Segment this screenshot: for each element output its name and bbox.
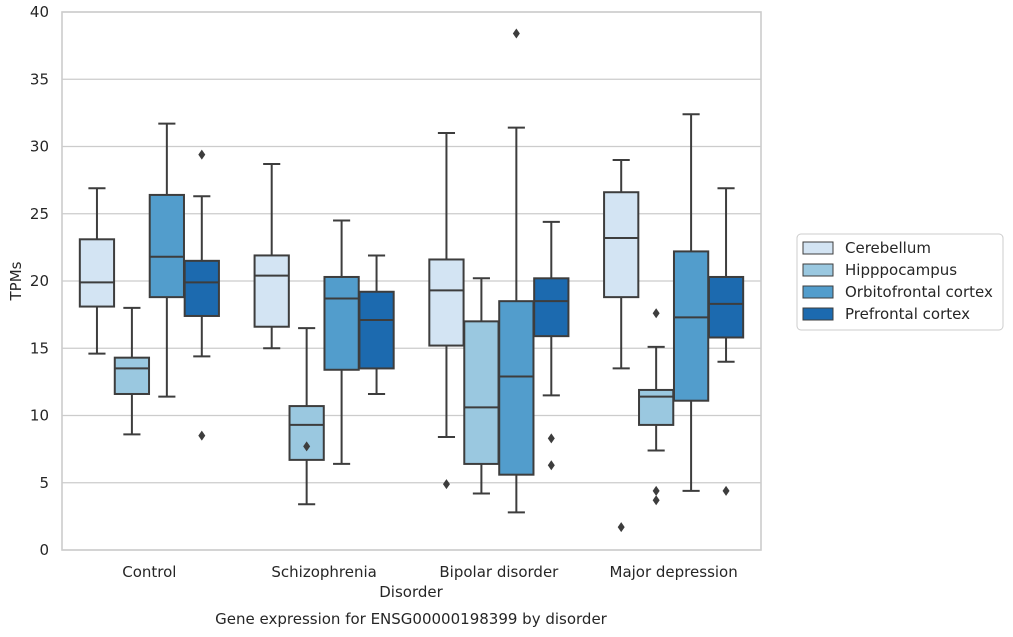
- box-iqr: [358, 290, 395, 370]
- box-iqr: [323, 275, 360, 371]
- y-tick-label: 35: [30, 70, 49, 88]
- y-tick-label: 10: [30, 407, 49, 425]
- legend-label: Hipppocampus: [845, 261, 957, 279]
- box-iqr: [498, 300, 535, 476]
- box-iqr: [707, 275, 745, 339]
- box-iqr: [288, 405, 325, 461]
- plot-area-frame: [61, 11, 762, 551]
- legend-swatch: [802, 307, 834, 321]
- legend: Cerebellum Hipppocampus Orbitofrontal cort…: [796, 233, 1004, 331]
- box-4-1: [183, 149, 220, 441]
- y-tick-label: 25: [30, 205, 49, 223]
- y-tick-label: 30: [30, 138, 49, 156]
- box-iqr: [603, 191, 640, 299]
- box-iqr: [638, 388, 675, 426]
- box-iqr: [253, 254, 290, 328]
- box-iqr: [78, 238, 116, 308]
- box-iqr: [428, 258, 465, 347]
- box-2-1: [113, 306, 151, 436]
- legend-frame: [796, 233, 1004, 331]
- y-tick-label: 20: [30, 272, 49, 290]
- outlier-point: [652, 495, 660, 506]
- y-tick-label: 5: [39, 474, 49, 492]
- box-4-4: [707, 187, 745, 496]
- outlier-point: [512, 28, 520, 39]
- legend-label: Orbitofrontal cortex: [845, 283, 993, 301]
- outlier-point: [617, 522, 625, 533]
- outlier-point: [303, 441, 311, 452]
- box-1-1: [78, 187, 116, 355]
- y-tick-label: 40: [30, 3, 49, 21]
- x-tick-label: Schizophrenia: [271, 563, 376, 581]
- outlier-point: [198, 430, 206, 441]
- x-tick-label: Bipolar disorder: [439, 563, 559, 581]
- x-tick-labels: Control Schizophrenia Bipolar disorder Majo…: [122, 563, 737, 581]
- outlier-point: [547, 460, 555, 471]
- legend-swatch: [802, 263, 834, 277]
- box-1-2: [253, 162, 290, 350]
- box-2-2: [288, 327, 325, 506]
- box-2-4: [638, 308, 675, 506]
- box-3-1: [148, 122, 185, 398]
- box-1-3: [428, 132, 465, 490]
- y-tick-label: 0: [39, 541, 49, 559]
- box-3-2: [323, 219, 360, 465]
- boxes: [78, 28, 745, 533]
- outlier-point: [198, 149, 206, 160]
- legend-label: Prefrontal cortex: [845, 305, 970, 323]
- box-4-3: [533, 220, 570, 471]
- outlier-point: [652, 308, 660, 319]
- x-tick-label: Control: [122, 563, 176, 581]
- box-iqr: [672, 250, 710, 402]
- box-iqr: [463, 320, 500, 465]
- outlier-point: [547, 433, 555, 444]
- box-iqr: [148, 193, 185, 299]
- y-axis-label: TPMs: [7, 261, 25, 301]
- outlier-point: [722, 485, 730, 496]
- box-iqr: [113, 356, 151, 395]
- y-tick-labels: 0 5 10 15 20 25 30 35 40: [30, 3, 49, 559]
- box-2-3: [463, 277, 500, 495]
- box-1-4: [603, 158, 640, 533]
- x-axis-label: Disorder: [379, 583, 443, 601]
- y-tick-label: 15: [30, 339, 49, 357]
- x-tick-label: Major depression: [610, 563, 738, 581]
- box-3-4: [672, 113, 710, 492]
- outlier-point: [652, 485, 660, 496]
- legend-swatch: [802, 285, 834, 299]
- box-iqr: [533, 277, 570, 338]
- box-iqr: [183, 259, 220, 317]
- chart-caption: Gene expression for ENSG00000198399 by d…: [215, 610, 608, 628]
- legend-label: Cerebellum: [845, 239, 931, 257]
- legend-swatch: [802, 241, 834, 255]
- box-4-2: [358, 254, 395, 395]
- box-3-3: [498, 28, 535, 514]
- outlier-point: [442, 479, 450, 490]
